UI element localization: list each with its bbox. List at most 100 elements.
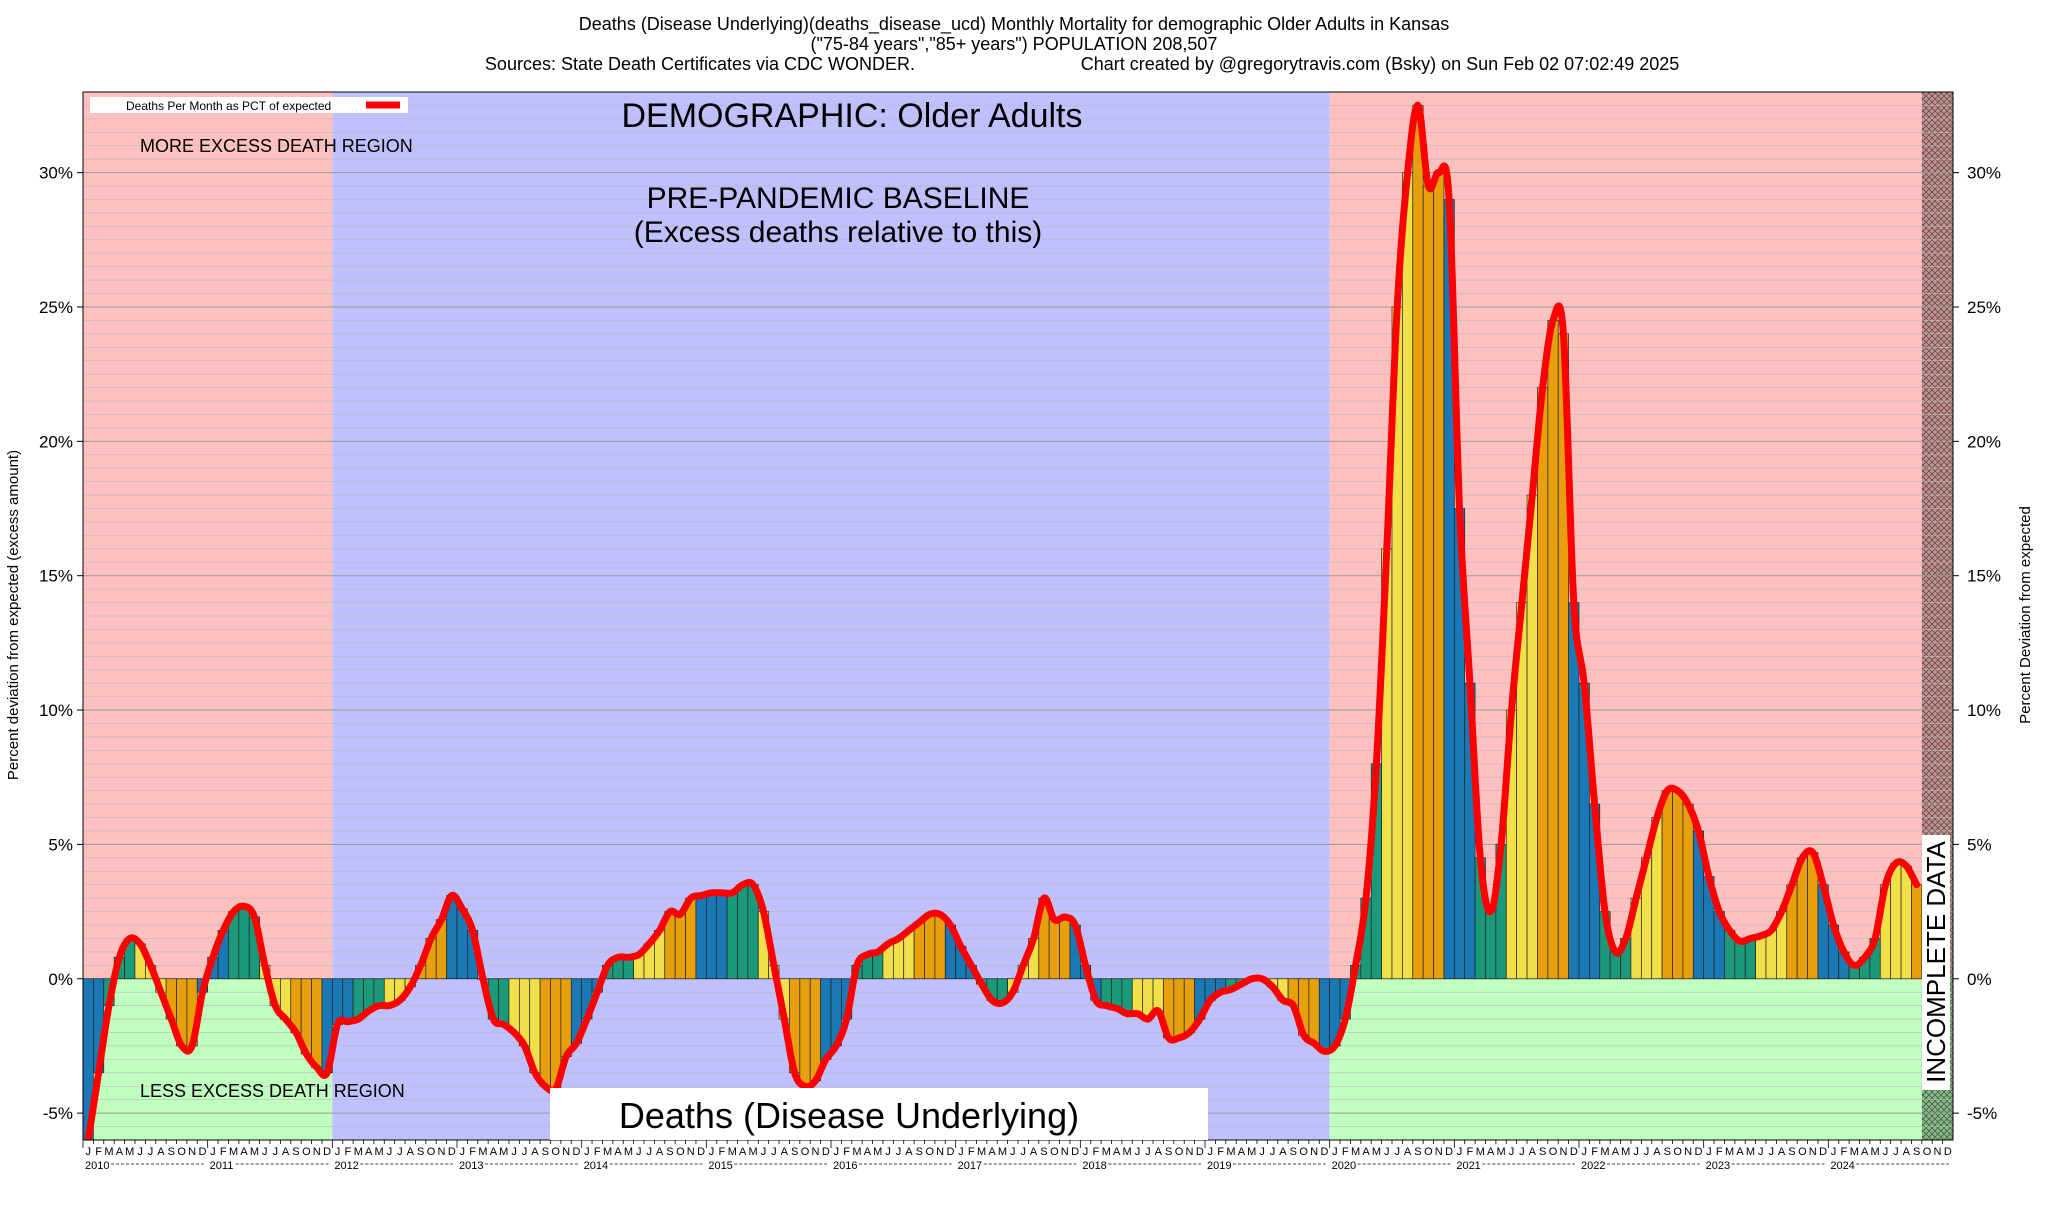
bar [1422,185,1434,980]
x-month-label: J [771,1146,777,1158]
x-month-label: A [365,1146,373,1158]
less-excess-label: LESS EXCESS DEATH REGION [140,1081,405,1101]
x-month-label: A [490,1146,498,1158]
bar [238,905,250,980]
x-month-label: F [1093,1146,1100,1158]
bar [924,913,936,980]
bar [1059,916,1071,980]
x-year-label: 2010 [85,1160,109,1172]
x-year-label: 2024 [1830,1160,1854,1172]
x-month-label: M [1351,1146,1360,1158]
y-tick-label-left: 20% [39,432,73,451]
x-month-label: J [885,1146,891,1158]
x-month-label: F [1342,1146,1349,1158]
x-month-label: S [1290,1146,1297,1158]
bar [508,978,520,1033]
x-month-label: A [1529,1146,1537,1158]
bar [799,978,811,1087]
x-month-label: A [1736,1146,1744,1158]
x-month-label: M [1746,1146,1755,1158]
bar [560,978,572,1058]
x-month-label: A [739,1146,747,1158]
bar [1173,978,1185,1039]
x-month-label: J [1394,1146,1400,1158]
x-month-label: M [125,1146,134,1158]
chart-title-line-1: Deaths (Disease Underlying)(deaths_disea… [579,14,1449,35]
x-month-label: M [852,1146,861,1158]
x-month-label: M [1496,1146,1505,1158]
bar [934,913,946,980]
x-month-label: S [1664,1146,1671,1158]
y-tick-label-left: 10% [39,701,73,720]
x-month-label: M [1226,1146,1235,1158]
x-month-label: A [1238,1146,1246,1158]
x-month-label: S [1165,1146,1172,1158]
chart-sources: Sources: State Death Certificates via CD… [485,54,915,74]
x-month-label: O [925,1146,934,1158]
incomplete-label-box [1922,835,1950,1090]
bar [705,892,718,980]
y-tick-label-right: -5% [1967,1104,1997,1123]
x-month-label: J [584,1146,590,1158]
x-month-label: M [499,1146,508,1158]
bar [1672,790,1684,980]
x-month-label: F [843,1146,850,1158]
bar [1308,978,1320,1044]
x-year-label: 2021 [1456,1160,1480,1172]
x-month-label: M [748,1146,757,1158]
x-year-label: 2018 [1082,1160,1106,1172]
bar [1152,978,1164,1012]
x-month-label: S [1539,1146,1546,1158]
bar [1682,803,1694,980]
x-month-label: J [1883,1146,1889,1158]
x-year-label: 2014 [584,1160,608,1172]
x-month-label: A [1487,1146,1495,1158]
x-month-label: M [603,1146,612,1158]
bar [892,938,905,980]
x-month-label: J [1270,1146,1276,1158]
x-month-label: A [1778,1146,1786,1158]
x-year-label: 2022 [1581,1160,1605,1172]
x-month-label: S [542,1146,549,1158]
x-month-label: J [1145,1146,1151,1158]
x-month-label: N [437,1146,445,1158]
x-month-label: A [1155,1146,1163,1158]
x-month-label: S [1414,1146,1421,1158]
x-month-label: S [666,1146,673,1158]
x-month-label: F [469,1146,476,1158]
x-month-label: M [624,1146,633,1158]
bottom-label-box [550,1088,1208,1140]
x-month-label: D [1196,1146,1204,1158]
x-month-label: O [676,1146,685,1158]
bar [1318,978,1331,1052]
legend-label: Deaths Per Month as PCT of expected [126,99,331,113]
x-month-label: J [1831,1146,1837,1158]
x-month-label: O [1923,1146,1932,1158]
x-month-label: D [1445,1146,1453,1158]
x-month-label: F [1841,1146,1848,1158]
x-month-label: J [833,1146,839,1158]
x-month-label: J [85,1146,91,1158]
x-month-label: M [873,1146,882,1158]
x-month-label: N [936,1146,944,1158]
bar [373,978,385,1006]
x-month-label: J [1509,1146,1515,1158]
x-month-label: O [1424,1146,1433,1158]
y-axis-right: -5% 0% 5% 10% 15% 20% 25% 30% [1953,164,2001,1123]
x-year-label: 2017 [958,1160,982,1172]
x-year-label: 2020 [1332,1160,1356,1172]
x-month-label: N [313,1146,321,1158]
x-month-label: N [1559,1146,1567,1158]
x-month-label: D [323,1146,331,1158]
x-month-label: M [478,1146,487,1158]
y-tick-label-left: -5% [43,1104,73,1123]
x-month-label: J [761,1146,767,1158]
x-month-label: F [1467,1146,1474,1158]
x-month-label: N [1809,1146,1817,1158]
bar [1412,105,1424,980]
bar [1734,940,1746,980]
bar [1402,172,1414,980]
x-month-label: D [1944,1146,1952,1158]
x-month-label: J [1332,1146,1338,1158]
